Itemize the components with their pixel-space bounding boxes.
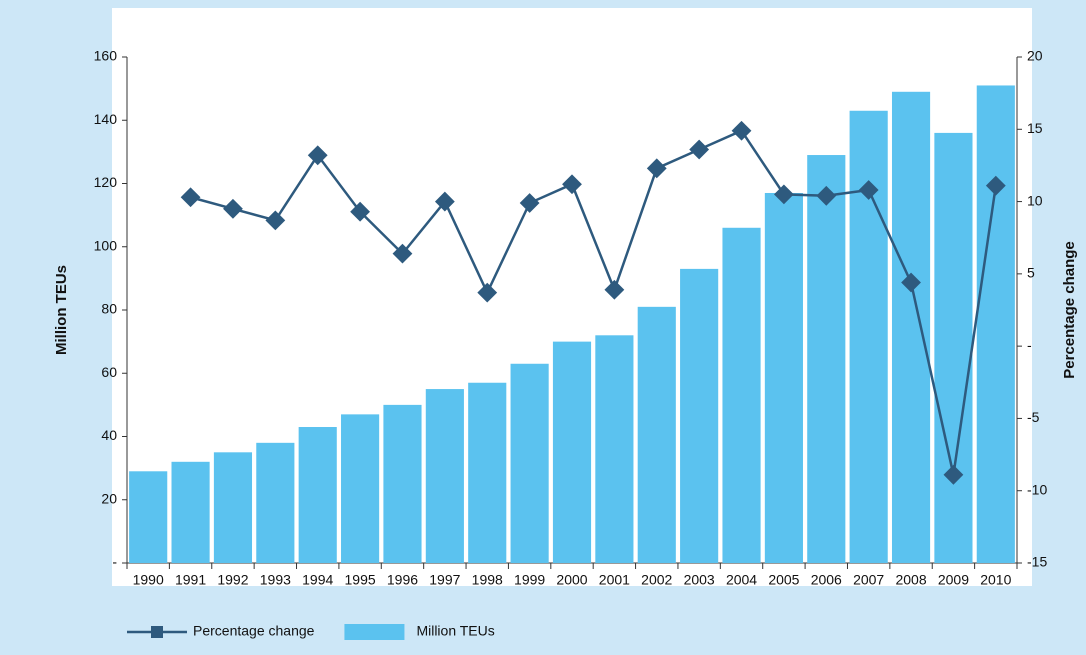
bar bbox=[256, 442, 295, 563]
y2-tick-label: - bbox=[1027, 337, 1032, 353]
y2-tick-label: 20 bbox=[1027, 48, 1043, 64]
y-tick-label: 140 bbox=[94, 111, 118, 127]
bar bbox=[129, 471, 168, 563]
bar bbox=[849, 110, 888, 563]
x-tick-label: 2003 bbox=[684, 572, 715, 588]
x-tick-label: 1998 bbox=[472, 572, 503, 588]
x-tick-label: 1995 bbox=[345, 572, 376, 588]
marker bbox=[477, 282, 498, 303]
y2-axis-title: Percentage change bbox=[1061, 241, 1078, 379]
x-tick-label: 2006 bbox=[811, 572, 842, 588]
bar bbox=[595, 335, 634, 563]
x-tick-label: 2001 bbox=[599, 572, 630, 588]
x-tick-label: 1997 bbox=[429, 572, 460, 588]
bar bbox=[510, 363, 549, 563]
y-tick-label: 80 bbox=[101, 301, 117, 317]
legend-label: Percentage change bbox=[193, 623, 315, 639]
bar bbox=[722, 227, 761, 563]
bar bbox=[213, 452, 253, 563]
bar bbox=[341, 414, 380, 563]
marker bbox=[307, 145, 328, 166]
marker bbox=[350, 201, 370, 222]
bar bbox=[680, 268, 719, 563]
y2-tick-label: -10 bbox=[1027, 481, 1047, 497]
x-tick-label: 1993 bbox=[260, 572, 291, 588]
y-tick-label: 40 bbox=[101, 427, 117, 443]
bar bbox=[383, 404, 422, 563]
y-axis-title: Million TEUs bbox=[53, 265, 70, 355]
bar bbox=[468, 382, 507, 563]
y-tick-label: - bbox=[112, 554, 117, 570]
bar bbox=[552, 341, 592, 563]
x-tick-label: 2007 bbox=[853, 572, 884, 588]
bar bbox=[891, 91, 931, 563]
marker bbox=[265, 210, 286, 231]
y-tick-label: 60 bbox=[101, 364, 117, 380]
bar bbox=[764, 192, 803, 564]
y-tick-label: 100 bbox=[94, 237, 118, 253]
legend-swatch bbox=[344, 624, 405, 640]
x-tick-label: 2009 bbox=[938, 572, 969, 588]
y2-tick-label: -5 bbox=[1027, 409, 1040, 425]
y2-tick-label: 5 bbox=[1027, 265, 1035, 281]
y2-tick-label: -15 bbox=[1027, 554, 1047, 570]
x-tick-label: 2004 bbox=[726, 572, 757, 588]
bar bbox=[934, 132, 973, 563]
x-tick-label: 2008 bbox=[895, 572, 926, 588]
x-tick-label: 1990 bbox=[133, 572, 164, 588]
legend-label: Million TEUs bbox=[416, 623, 494, 639]
bar bbox=[976, 85, 1015, 564]
marker bbox=[434, 191, 455, 212]
marker bbox=[180, 187, 201, 208]
y2-tick-label: 15 bbox=[1027, 120, 1043, 136]
marker bbox=[604, 279, 625, 300]
x-tick-label: 2005 bbox=[768, 572, 799, 588]
y2-tick-label: 10 bbox=[1027, 192, 1043, 208]
marker bbox=[943, 464, 964, 485]
bar bbox=[425, 389, 464, 563]
x-tick-label: 2000 bbox=[556, 572, 587, 588]
marker bbox=[223, 198, 243, 219]
x-tick-label: 1992 bbox=[217, 572, 248, 588]
y-tick-label: 160 bbox=[94, 48, 118, 64]
bar bbox=[171, 461, 210, 563]
legend-swatch bbox=[151, 626, 163, 638]
marker bbox=[901, 272, 921, 293]
bar bbox=[807, 155, 846, 563]
x-tick-label: 2010 bbox=[980, 572, 1011, 588]
x-tick-label: 1994 bbox=[302, 572, 333, 588]
marker bbox=[985, 175, 1006, 196]
bar bbox=[637, 306, 676, 563]
x-tick-label: 1999 bbox=[514, 572, 545, 588]
y-tick-label: 120 bbox=[94, 174, 118, 190]
x-tick-label: 2002 bbox=[641, 572, 672, 588]
bar bbox=[298, 427, 337, 563]
marker bbox=[392, 243, 413, 264]
x-tick-label: 1996 bbox=[387, 572, 418, 588]
x-tick-label: 1991 bbox=[175, 572, 206, 588]
y-tick-label: 20 bbox=[101, 490, 117, 506]
